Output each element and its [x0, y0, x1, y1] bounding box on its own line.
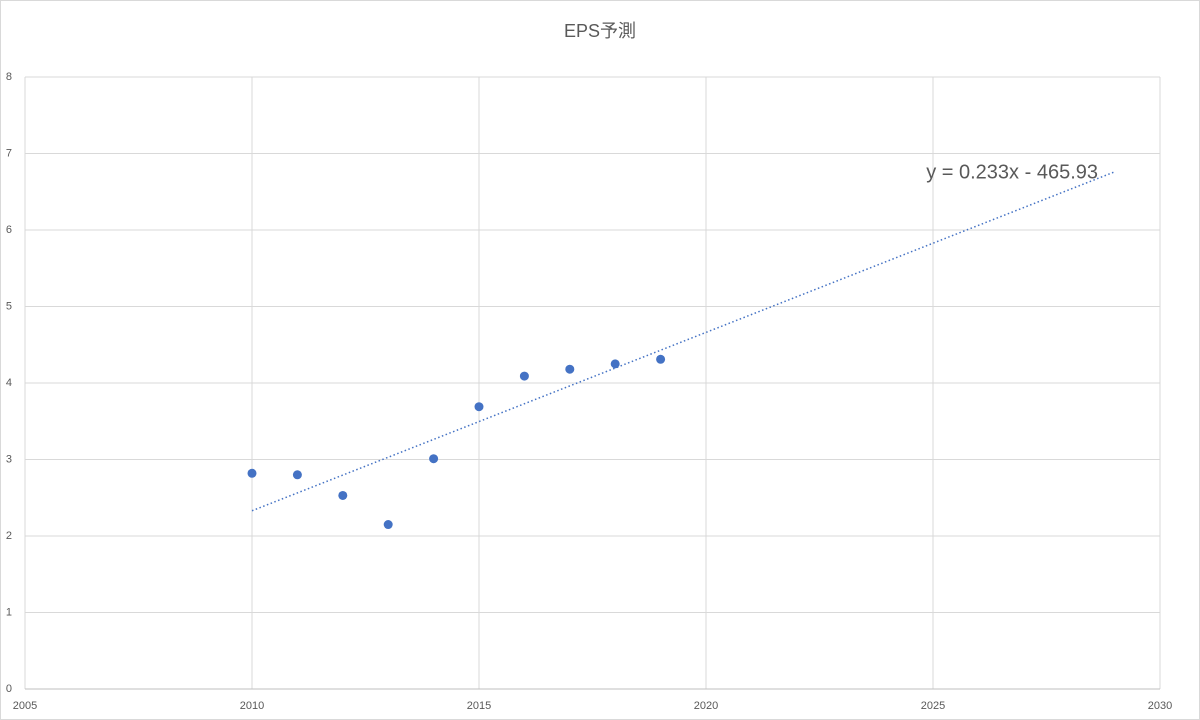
trendline [251, 171, 1115, 512]
x-tick-label: 2020 [694, 700, 718, 712]
x-tick-label: 2010 [240, 700, 264, 712]
data-point [247, 468, 257, 478]
y-tick-label: 2 [6, 530, 12, 542]
data-point [656, 354, 666, 364]
y-tick-label: 5 [6, 300, 12, 312]
y-tick-label: 8 [6, 71, 12, 83]
y-tick-label: 6 [6, 224, 12, 236]
trendline-equation: y = 0.233x - 465.93 [926, 161, 1098, 183]
x-tick-label: 2030 [1148, 700, 1172, 712]
data-point [338, 490, 348, 500]
y-tick-label: 4 [6, 377, 12, 389]
data-point [519, 371, 529, 381]
y-tick-label: 0 [6, 683, 12, 695]
y-tick-label: 7 [6, 147, 12, 159]
data-point [565, 364, 575, 374]
y-tick-label: 1 [6, 606, 12, 618]
x-tick-label: 2025 [921, 700, 945, 712]
data-point [383, 520, 393, 530]
data-point [292, 470, 302, 480]
x-tick-label: 2015 [467, 700, 491, 712]
data-point [429, 454, 439, 464]
y-tick-label: 3 [6, 453, 12, 465]
data-point [474, 402, 484, 412]
chart-title: EPS予測 [564, 21, 636, 41]
data-point [610, 359, 620, 369]
x-tick-label: 2005 [13, 700, 37, 712]
